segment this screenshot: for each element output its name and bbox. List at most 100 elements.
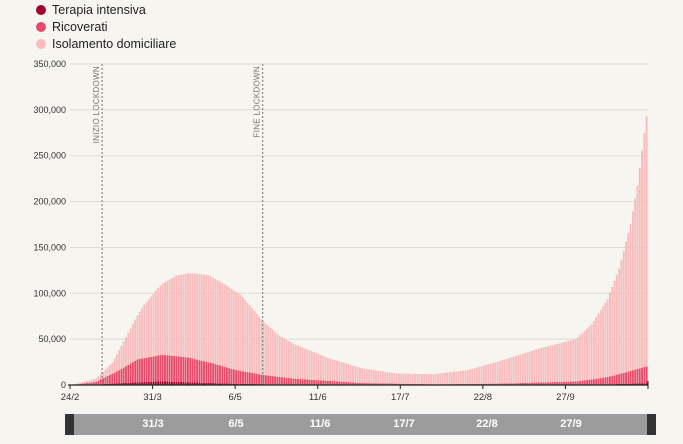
bar-isolamento-domiciliare xyxy=(306,349,309,380)
bar-ricoverati xyxy=(294,378,297,385)
bar-ricoverati xyxy=(618,374,621,385)
bar-terapia-intensiva xyxy=(223,383,226,385)
bar-ricoverati xyxy=(379,383,382,385)
bar-isolamento-domiciliare xyxy=(457,371,460,385)
bar-ricoverati xyxy=(553,382,556,385)
bar-isolamento-domiciliare xyxy=(111,362,114,374)
bar-terapia-intensiva xyxy=(205,382,208,385)
bar-isolamento-domiciliare xyxy=(113,358,116,373)
bar-terapia-intensiva xyxy=(634,383,637,385)
bar-ricoverati xyxy=(549,382,552,385)
bar-ricoverati xyxy=(152,356,155,382)
bar-ricoverati xyxy=(232,369,235,384)
bar-terapia-intensiva xyxy=(129,382,132,385)
bar-isolamento-domiciliare xyxy=(173,276,176,357)
bar-ricoverati xyxy=(542,382,545,385)
bar-ricoverati xyxy=(375,383,377,385)
bar-terapia-intensiva xyxy=(228,383,231,385)
legend-item-ricoverati[interactable]: Ricoverati xyxy=(36,18,176,35)
bar-ricoverati xyxy=(106,376,109,384)
bar-isolamento-domiciliare xyxy=(180,274,182,357)
bar-terapia-intensiva xyxy=(120,383,123,385)
bar-isolamento-domiciliare xyxy=(402,373,405,384)
bar-terapia-intensiva xyxy=(216,383,219,385)
bar-terapia-intensiva xyxy=(170,381,173,385)
bar-ricoverati xyxy=(216,364,219,384)
bar-isolamento-domiciliare xyxy=(439,373,442,385)
y-tick-label: 300,000 xyxy=(33,105,66,115)
bar-isolamento-domiciliare xyxy=(258,316,260,375)
bar-isolamento-domiciliare xyxy=(290,342,293,379)
bar-terapia-intensiva xyxy=(168,381,171,385)
bar-ricoverati xyxy=(79,383,82,385)
legend-swatch xyxy=(36,38,46,49)
bar-isolamento-domiciliare xyxy=(269,327,272,376)
bar-ricoverati xyxy=(310,379,313,385)
date-range-slider[interactable]: 31/3 6/5 11/6 17/7 22/8 27/9 xyxy=(65,414,656,435)
slider-handle-right[interactable] xyxy=(647,414,656,435)
bar-ricoverati xyxy=(586,380,588,385)
bar-ricoverati xyxy=(134,360,137,383)
bar-ricoverati xyxy=(83,383,86,385)
bar-isolamento-domiciliare xyxy=(308,350,311,380)
bar-terapia-intensiva xyxy=(150,381,153,385)
bar-ricoverati xyxy=(595,378,598,385)
bar-ricoverati xyxy=(560,381,563,385)
bar-ricoverati xyxy=(251,372,254,385)
legend-item-isolamento-domiciliare[interactable]: Isolamento domiciliare xyxy=(36,35,176,52)
slider-handle-left[interactable] xyxy=(65,414,74,435)
bar-isolamento-domiciliare xyxy=(556,343,559,383)
bar-ricoverati xyxy=(111,373,114,384)
bar-ricoverati xyxy=(138,358,141,383)
bar-ricoverati xyxy=(145,357,148,382)
bar-ricoverati xyxy=(108,374,111,384)
bar-isolamento-domiciliare xyxy=(434,373,437,385)
legend-item-terapia-intensiva[interactable]: Terapia intensiva xyxy=(36,1,176,18)
bar-isolamento-domiciliare xyxy=(81,382,84,384)
bar-isolamento-domiciliare xyxy=(242,297,244,372)
bar-ricoverati xyxy=(494,383,497,385)
bar-terapia-intensiva xyxy=(161,381,164,385)
bar-ricoverati xyxy=(301,379,304,385)
bar-ricoverati xyxy=(320,380,322,385)
x-tick-label: 31/3 xyxy=(143,392,162,403)
bar-isolamento-domiciliare xyxy=(331,359,334,382)
bar-isolamento-domiciliare xyxy=(297,345,299,379)
bar-isolamento-domiciliare xyxy=(324,356,327,381)
bar-ricoverati xyxy=(381,383,384,385)
bar-ricoverati xyxy=(636,368,639,384)
bar-ricoverati xyxy=(393,383,396,385)
bar-ricoverati xyxy=(198,360,201,383)
bar-isolamento-domiciliare xyxy=(235,292,238,371)
bar-isolamento-domiciliare xyxy=(138,311,141,359)
bar-isolamento-domiciliare xyxy=(322,355,325,381)
bar-isolamento-domiciliare xyxy=(409,373,412,384)
bar-ricoverati xyxy=(510,383,513,385)
bar-isolamento-domiciliare xyxy=(333,359,336,382)
bar-ricoverati xyxy=(200,360,203,383)
bar-isolamento-domiciliare xyxy=(379,371,382,384)
bar-isolamento-domiciliare xyxy=(164,282,166,356)
bar-terapia-intensiva xyxy=(143,382,146,385)
legend-label: Isolamento domiciliare xyxy=(52,36,177,51)
legend-swatch xyxy=(36,21,46,32)
bar-ricoverati xyxy=(242,371,244,384)
bar-ricoverati xyxy=(223,366,226,384)
bar-terapia-intensiva xyxy=(113,383,116,385)
bar-ricoverati xyxy=(150,356,153,382)
bar-isolamento-domiciliare xyxy=(317,354,320,381)
bar-isolamento-domiciliare xyxy=(517,355,520,384)
bar-isolamento-domiciliare xyxy=(581,332,584,381)
slider-label: 6/5 xyxy=(228,418,244,430)
bar-isolamento-domiciliare xyxy=(134,319,137,361)
bar-ricoverati xyxy=(166,355,169,382)
bar-isolamento-domiciliare xyxy=(595,317,598,379)
bar-ricoverati xyxy=(501,383,504,385)
bar-ricoverati xyxy=(175,356,178,382)
bar-isolamento-domiciliare xyxy=(462,370,465,384)
bar-isolamento-domiciliare xyxy=(645,116,648,367)
bar-ricoverati xyxy=(278,376,281,385)
bar-ricoverati xyxy=(473,383,476,385)
bar-isolamento-domiciliare xyxy=(99,374,102,380)
bar-isolamento-domiciliare xyxy=(274,331,277,377)
